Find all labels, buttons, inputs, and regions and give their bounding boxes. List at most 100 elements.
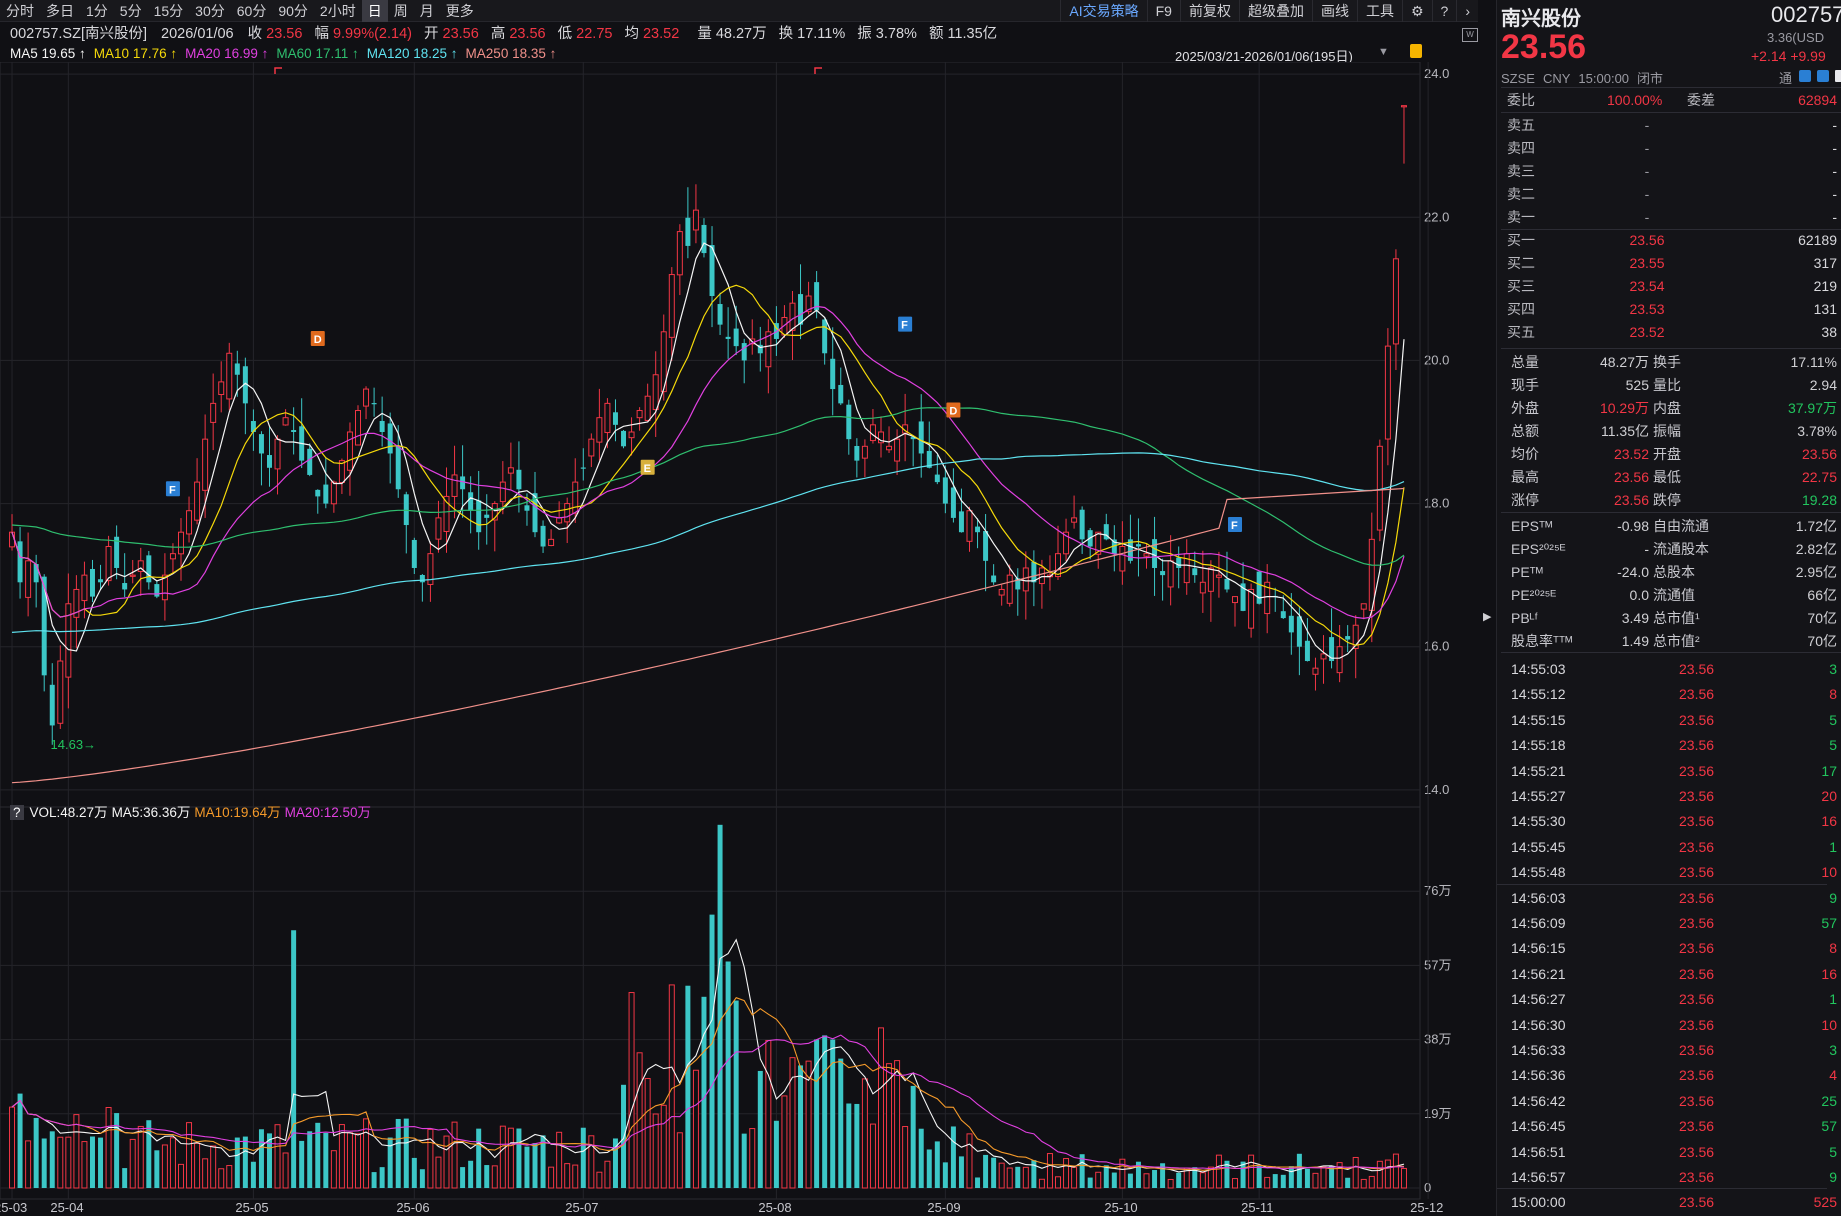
candle-body xyxy=(154,584,160,597)
toolbar-button[interactable]: 超级叠加 xyxy=(1238,0,1312,22)
period-tab[interactable]: 月 xyxy=(419,2,434,19)
lock-icon[interactable] xyxy=(1410,44,1422,58)
period-tab[interactable]: 分时 xyxy=(6,2,34,19)
signal-marker[interactable] xyxy=(640,459,655,475)
toolbar-button[interactable]: F9 xyxy=(1146,0,1180,22)
candle-body xyxy=(1384,345,1391,440)
tick-row[interactable]: 14:55:30 23.56 16 xyxy=(1511,809,1837,834)
fundamental-label: PBᴸᶠ xyxy=(1511,610,1538,626)
edit-icon[interactable] xyxy=(1799,70,1811,82)
tick-price: 23.56 xyxy=(1679,838,1715,855)
tick-row[interactable]: 14:56:21 23.56 16 xyxy=(1511,962,1837,987)
book-row[interactable]: 买四 23.53 131 xyxy=(1507,298,1837,320)
help-icon[interactable]: ? xyxy=(10,805,24,820)
signal-marker[interactable] xyxy=(310,330,325,346)
wp-icon[interactable]: W xyxy=(1462,28,1478,42)
book-row[interactable]: 卖四 - - xyxy=(1507,137,1837,159)
tick-row[interactable]: 14:55:45 23.56 1 xyxy=(1511,835,1837,860)
toolbar-button[interactable]: 画线 xyxy=(1311,0,1357,22)
toolbar-button[interactable]: 工具 xyxy=(1356,0,1402,22)
tick-row[interactable]: 14:55:12 23.56 8 xyxy=(1511,682,1837,707)
tick-row[interactable]: 14:55:15 23.56 5 xyxy=(1511,708,1837,733)
book-price: 23.55 xyxy=(1629,255,1665,271)
tick-row[interactable]: 14:56:03 23.56 9 xyxy=(1511,886,1837,911)
candle-body xyxy=(798,294,804,325)
tick-price: 23.56 xyxy=(1679,686,1715,703)
tick-row[interactable]: 14:56:42 23.56 25 xyxy=(1511,1089,1837,1114)
chevron-down-icon[interactable]: ▼ xyxy=(1378,46,1389,58)
candle-body xyxy=(1031,561,1037,583)
vol-ma10-line xyxy=(11,997,1405,1171)
period-tab[interactable]: 2小时 xyxy=(319,2,356,19)
tick-row[interactable]: 14:56:09 23.56 57 xyxy=(1511,911,1837,936)
period-tab[interactable]: 更多 xyxy=(445,2,474,19)
candle-body xyxy=(1329,637,1335,662)
fundamental-label: 股息率ᵀᵀᴹ xyxy=(1511,633,1573,649)
tick-row[interactable]: 15:00:00 23.56 525 xyxy=(1511,1190,1837,1215)
period-tab[interactable]: 日 xyxy=(361,0,388,22)
tick-volume: 3 xyxy=(1829,661,1837,677)
tick-row[interactable]: 14:56:45 23.56 57 xyxy=(1511,1114,1837,1139)
book-row[interactable]: 买一 23.56 62189 xyxy=(1507,229,1837,251)
candle-body xyxy=(258,434,264,454)
volume-bar xyxy=(556,1131,563,1189)
book-row[interactable]: 买五 23.52 38 xyxy=(1507,321,1837,343)
tick-row[interactable]: 14:56:15 23.56 8 xyxy=(1511,936,1837,961)
period-tab[interactable]: 30分 xyxy=(195,2,225,19)
volume-bar xyxy=(1192,1167,1198,1188)
tick-row[interactable]: 14:56:30 23.56 10 xyxy=(1511,1013,1837,1038)
period-tab[interactable]: 多日 xyxy=(46,2,74,19)
book-level: 卖二 xyxy=(1507,186,1535,202)
book-row[interactable]: 卖五 - - xyxy=(1507,114,1837,136)
tick-row[interactable]: 14:56:36 23.56 4 xyxy=(1511,1063,1837,1088)
tick-row[interactable]: 14:55:21 23.56 17 xyxy=(1511,759,1837,784)
fundamental-label: EPSᵀᴹ xyxy=(1511,518,1553,534)
book-row[interactable]: 卖二 - - xyxy=(1507,183,1837,205)
kline-chart[interactable]: 24.022.020.018.016.014.076万57万38万19万025-… xyxy=(0,62,1478,1216)
book-level: 卖四 xyxy=(1507,140,1535,156)
signal-marker[interactable] xyxy=(898,316,913,332)
tick-row[interactable]: 14:55:03 23.56 3 xyxy=(1511,657,1837,682)
volume-bar xyxy=(975,1177,981,1188)
book-row[interactable]: 买三 23.54 219 xyxy=(1507,275,1837,297)
toolbar-button[interactable]: AI交易策略 xyxy=(1060,0,1146,22)
period-tab[interactable]: 1分 xyxy=(86,2,108,19)
period-tab[interactable]: 5分 xyxy=(119,2,142,19)
period-tab[interactable]: 周 xyxy=(393,2,408,19)
signal-marker[interactable] xyxy=(165,481,180,497)
tick-row[interactable]: 14:55:18 23.56 5 xyxy=(1511,733,1837,758)
help-icon[interactable]: ? xyxy=(1431,0,1457,22)
volume-bar xyxy=(1135,1161,1141,1188)
candle-body xyxy=(1376,445,1383,531)
panel-toggle-icon[interactable]: ▶ xyxy=(1483,611,1492,623)
x-tick-label: 25-09 xyxy=(927,1200,960,1215)
volume-bar xyxy=(1207,1166,1214,1189)
book-price: - xyxy=(1644,186,1650,202)
signal-marker[interactable] xyxy=(946,402,961,418)
tick-row[interactable]: 14:55:48 23.56 10 xyxy=(1511,860,1837,885)
tick-row[interactable]: 14:56:57 23.56 9 xyxy=(1511,1165,1837,1190)
book-row[interactable]: 卖三 - - xyxy=(1507,160,1837,182)
period-tab[interactable]: 90分 xyxy=(278,2,308,19)
volume-bar xyxy=(114,1113,120,1188)
gear-icon[interactable]: ⚙ xyxy=(1401,0,1432,22)
period-tab[interactable]: 60分 xyxy=(236,2,267,19)
period-tab[interactable]: 15分 xyxy=(153,2,184,19)
book-row[interactable]: 卖一 - - xyxy=(1507,206,1837,228)
tick-row[interactable]: 14:56:51 23.56 5 xyxy=(1511,1140,1837,1165)
chevron-right-icon[interactable]: › xyxy=(1456,0,1478,22)
signal-marker[interactable] xyxy=(1228,517,1243,533)
tick-row[interactable]: 14:56:27 23.56 1 xyxy=(1511,987,1837,1012)
volume-bar xyxy=(57,1136,64,1189)
volume-bar xyxy=(41,1138,47,1188)
book-price: 23.54 xyxy=(1629,278,1665,294)
tick-row[interactable]: 14:55:27 23.56 20 xyxy=(1511,784,1837,809)
tick-row[interactable]: 14:56:33 23.56 3 xyxy=(1511,1038,1837,1063)
volume-bar xyxy=(1046,1153,1053,1189)
fundamental-label: PE²⁰²⁵ᴱ xyxy=(1511,587,1557,603)
toolbar-button[interactable]: 前复权 xyxy=(1179,0,1239,22)
list-icon[interactable] xyxy=(1835,70,1841,82)
book-row[interactable]: 买二 23.55 317 xyxy=(1507,252,1837,274)
draw-icon[interactable] xyxy=(1817,70,1829,82)
fundamental-value: 1.49 xyxy=(1621,633,1649,649)
